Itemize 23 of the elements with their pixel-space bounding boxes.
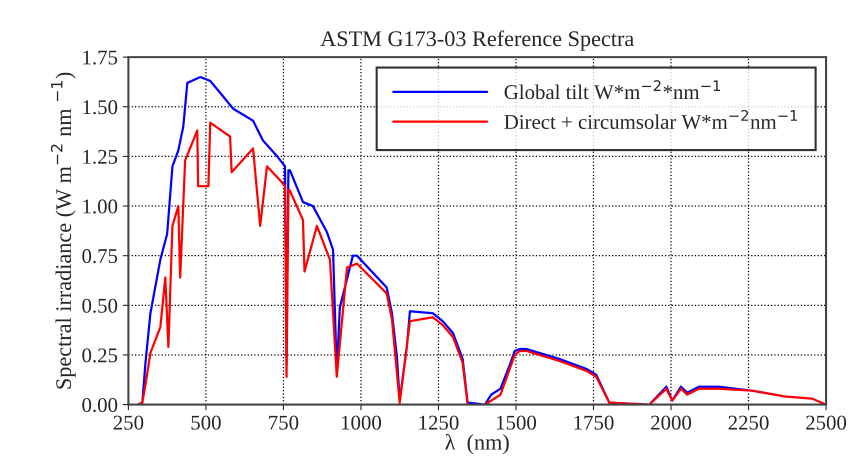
y-tick-label: 1.75	[83, 50, 118, 65]
y-axis-title: Spectral irradiance (W m$^{−2}$ nm $^{−1}$)	[50, 72, 76, 389]
x-tick-label: 1250	[419, 416, 458, 430]
x-tick-label: 1000	[342, 416, 381, 430]
x-tick-label: 2000	[651, 416, 692, 430]
y-tick-label: 0.50	[82, 298, 118, 313]
legend-label: Global tilt W*m$^{−2}$*nm$^{−1}$	[504, 80, 720, 100]
y-tick-label: 0.00	[82, 398, 118, 412]
x-tick-label: 750	[269, 416, 298, 430]
legend-label: Direct + circumsolar W*m$^{−2}$nm$^{−1}$	[504, 110, 798, 130]
x-tick-label: 2250	[728, 416, 769, 430]
y-tick-label: 1.00	[83, 199, 118, 214]
y-tick-label: 1.25	[83, 150, 118, 164]
y-tick-label: 0.25	[82, 348, 118, 362]
x-tick-label: 1500	[496, 416, 536, 430]
x-tick-label: 250	[114, 416, 144, 430]
x-tick-label: 1750	[574, 416, 614, 430]
x-tick-label: 2500	[806, 416, 846, 430]
x-tick-label: 500	[192, 416, 221, 430]
y-tick-label: 1.50	[83, 100, 118, 114]
chart-title: ASTM G173-03 Reference Spectra	[320, 30, 634, 51]
y-tick-label: 0.75	[82, 249, 118, 264]
x-axis-title: λ (nm)	[445, 434, 509, 454]
